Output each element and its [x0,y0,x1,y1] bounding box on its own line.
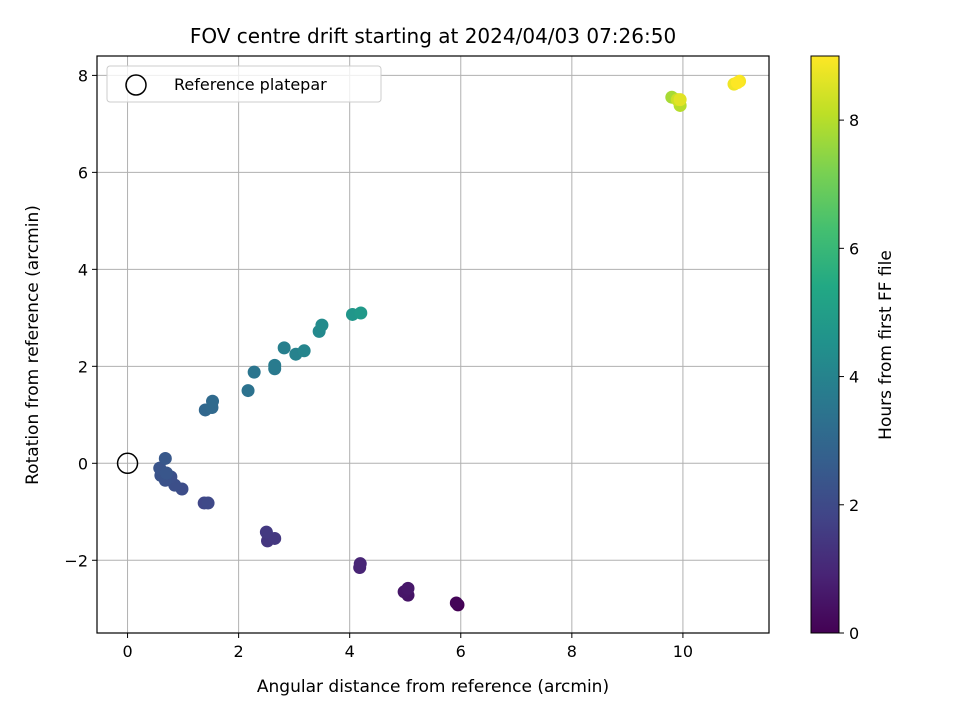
x-tick-label: 10 [673,642,693,661]
data-point [297,344,311,358]
x-axis-label: Angular distance from reference (arcmin) [257,677,609,697]
data-point [673,93,687,107]
legend-label: Reference platepar [174,75,327,94]
data-point [730,76,744,90]
data-point [247,365,261,379]
y-axis-ticks: −2 0 2 4 6 8 [64,66,97,570]
data-points [153,74,747,612]
data-point [259,525,273,539]
colorbar-tick-label: 8 [849,111,859,130]
x-tick-label: 8 [567,642,577,661]
colorbar-tick-label: 4 [849,368,859,387]
reference-marker-layer [116,452,139,475]
x-tick-label: 0 [122,642,132,661]
data-point [277,341,291,355]
y-tick-label: 0 [78,454,88,473]
x-tick-label: 2 [234,642,244,661]
colorbar-tick-label: 2 [849,496,859,515]
chart-title: FOV centre drift starting at 2024/04/03 … [190,24,676,48]
y-tick-label: 4 [78,260,88,279]
data-point [268,358,282,372]
data-point [241,384,255,398]
legend: Reference platepar [106,65,382,103]
data-point [354,306,368,320]
data-point [315,318,329,332]
y-tick-label: −2 [64,551,88,570]
data-point [201,496,215,510]
data-point [449,596,463,610]
x-tick-label: 4 [345,642,355,661]
data-point [159,466,173,480]
y-tick-label: 2 [78,357,88,376]
colorbar-label: Hours from first FF file [876,250,896,440]
colorbar-gradient [810,55,840,634]
grid-lines [97,56,769,633]
y-axis-label: Rotation from reference (arcmin) [23,205,43,485]
colorbar-tick-label: 6 [849,239,859,258]
data-point [206,394,220,408]
colorbar-tick-label: 0 [849,624,859,643]
legend-box [106,65,382,103]
colorbar: 0 2 4 6 8 Hours from first FF file [810,55,896,643]
reference-platepar-marker [116,452,139,475]
data-point [158,451,172,465]
legend-marker [125,74,147,96]
data-point [401,581,415,595]
data-point [353,557,367,571]
y-tick-label: 8 [78,66,88,85]
colorbar-ticks: 0 2 4 6 8 [839,111,859,643]
y-tick-label: 6 [78,163,88,182]
plot-frame [96,55,770,634]
x-axis-ticks: 0 2 4 6 8 10 [122,633,693,661]
x-tick-label: 6 [456,642,466,661]
